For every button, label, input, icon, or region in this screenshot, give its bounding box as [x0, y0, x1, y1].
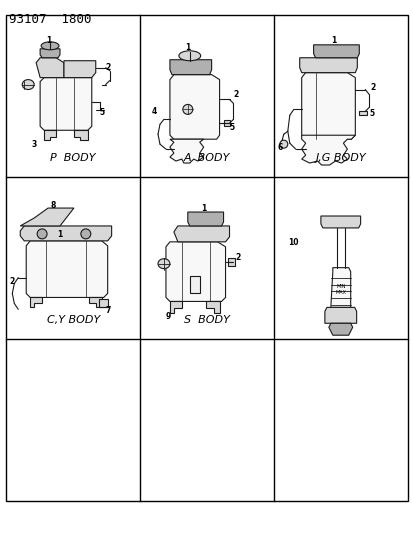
- Text: 4: 4: [152, 107, 157, 116]
- Text: J,G BODY: J,G BODY: [315, 153, 365, 163]
- Text: 1: 1: [185, 43, 190, 52]
- Polygon shape: [169, 139, 203, 163]
- Polygon shape: [299, 58, 356, 72]
- Text: 1: 1: [201, 204, 206, 213]
- Text: A  BODY: A BODY: [183, 153, 230, 163]
- Polygon shape: [166, 242, 225, 302]
- Bar: [189, 276, 199, 294]
- Text: 5: 5: [229, 123, 234, 132]
- Ellipse shape: [158, 259, 169, 269]
- Text: 7: 7: [105, 306, 111, 315]
- Ellipse shape: [37, 229, 47, 239]
- Polygon shape: [313, 45, 358, 58]
- Ellipse shape: [22, 79, 34, 90]
- Ellipse shape: [81, 229, 90, 239]
- Polygon shape: [44, 130, 56, 140]
- Text: 9: 9: [166, 312, 171, 321]
- Polygon shape: [320, 216, 360, 228]
- Text: 2: 2: [369, 83, 375, 92]
- Text: 3: 3: [31, 140, 36, 149]
- Polygon shape: [74, 130, 88, 140]
- Polygon shape: [40, 78, 92, 130]
- Polygon shape: [330, 268, 350, 308]
- Ellipse shape: [41, 42, 59, 50]
- Text: 93107  1800: 93107 1800: [9, 13, 92, 26]
- Polygon shape: [301, 135, 354, 165]
- Polygon shape: [169, 60, 211, 75]
- Text: 10: 10: [287, 238, 298, 247]
- Text: 2: 2: [105, 63, 111, 72]
- Polygon shape: [173, 226, 229, 242]
- Polygon shape: [223, 120, 229, 126]
- Polygon shape: [227, 258, 235, 265]
- Text: 2: 2: [233, 90, 238, 99]
- Polygon shape: [205, 302, 219, 313]
- Polygon shape: [328, 324, 352, 335]
- Text: C,Y BODY: C,Y BODY: [47, 316, 100, 325]
- Polygon shape: [20, 208, 74, 226]
- Text: P  BODY: P BODY: [50, 153, 96, 163]
- Text: S  BODY: S BODY: [184, 316, 229, 325]
- Text: 5: 5: [100, 108, 104, 117]
- Polygon shape: [98, 300, 107, 308]
- Polygon shape: [88, 297, 102, 308]
- Text: 5: 5: [368, 109, 373, 118]
- Text: 2: 2: [9, 277, 14, 286]
- Text: 1: 1: [330, 36, 335, 45]
- Ellipse shape: [279, 140, 287, 148]
- Polygon shape: [20, 226, 112, 241]
- Polygon shape: [169, 75, 219, 139]
- Polygon shape: [358, 111, 366, 115]
- Ellipse shape: [178, 51, 200, 61]
- Polygon shape: [324, 308, 356, 324]
- Text: 2: 2: [235, 253, 240, 262]
- Polygon shape: [188, 212, 223, 226]
- Text: 1: 1: [57, 230, 62, 239]
- Polygon shape: [30, 297, 42, 308]
- Text: 8: 8: [50, 200, 55, 209]
- Text: 6: 6: [277, 143, 282, 152]
- Polygon shape: [169, 302, 181, 313]
- Polygon shape: [301, 72, 354, 139]
- Polygon shape: [26, 241, 107, 297]
- Text: MIN
MAX: MIN MAX: [335, 284, 345, 295]
- Polygon shape: [36, 58, 64, 78]
- Ellipse shape: [183, 104, 192, 115]
- Polygon shape: [40, 49, 60, 58]
- Polygon shape: [64, 61, 95, 78]
- Text: 1: 1: [46, 36, 51, 45]
